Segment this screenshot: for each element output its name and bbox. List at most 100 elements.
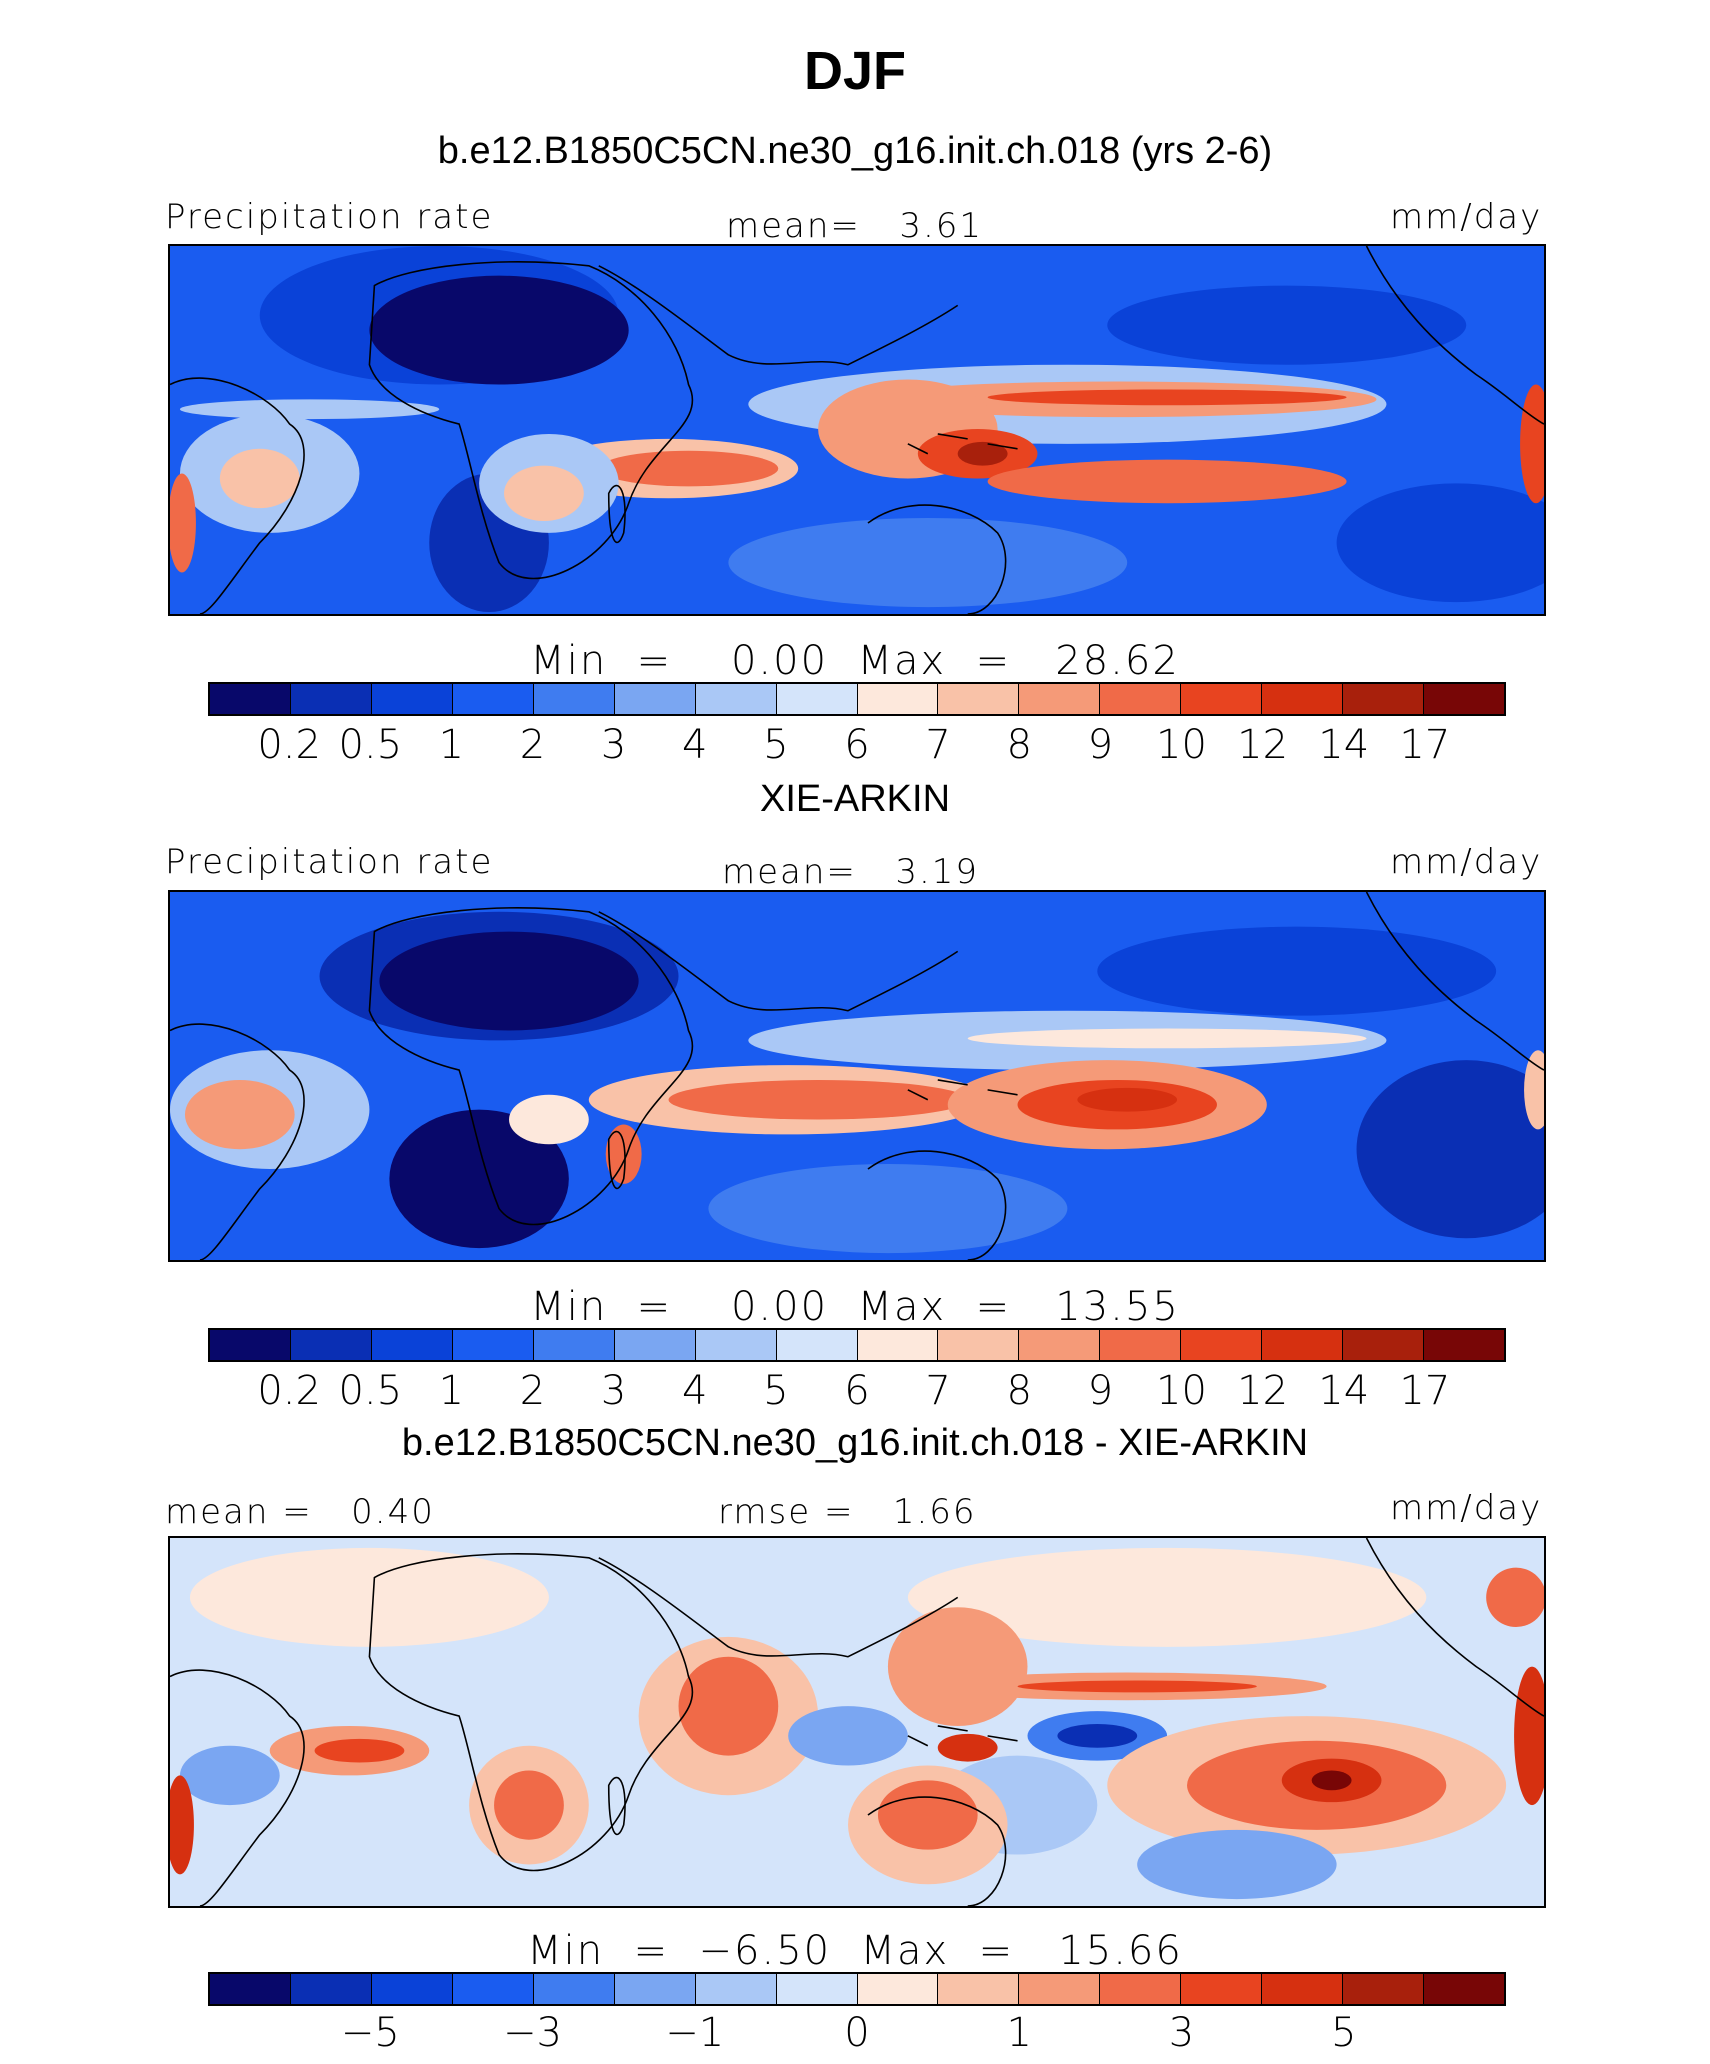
colorbar-bin [371, 1974, 453, 2004]
panel-3-min-max: Min = −6.50 Max = 15.66 [527, 1928, 1183, 1974]
panel-1-units-label: mm/day [1390, 197, 1543, 237]
colorbar-tick-label: 9 [1087, 722, 1114, 768]
colorbar-tick-label: 12 [1237, 722, 1289, 768]
colorbar-bin [695, 1974, 777, 2004]
panel-2-variable-label: Precipitation rate [165, 842, 494, 882]
colorbar-tick-label: 5 [763, 722, 789, 768]
colorbar-tick-label: −3 [503, 2010, 562, 2056]
colorbar-tick-label: 10 [1156, 722, 1207, 768]
colorbar-bin [210, 1330, 291, 1360]
panel-2-colorbar [208, 1328, 1506, 1362]
colorbar-bin [938, 1330, 1020, 1360]
colorbar-bin [1181, 1974, 1263, 2004]
colorbar-bin [776, 1974, 858, 2004]
panel-1-map [168, 244, 1546, 616]
panel-3-rmse-label: rmse = 1.66 [718, 1492, 977, 1532]
colorbar-tick-label: 0.2 [257, 722, 321, 768]
panel-3-colorbar-ticks: −5 −3 −1 0 1 3 5 [208, 2010, 1506, 2056]
colorbar-tick-label: 0 [844, 2010, 870, 2056]
colorbar-tick-label: 2 [519, 722, 546, 768]
colorbar-bin [533, 1330, 615, 1360]
colorbar-bin [210, 684, 291, 714]
panel-2-title: XIE-ARKIN [759, 778, 951, 820]
colorbar-bin [1100, 684, 1182, 714]
colorbar-tick-label: 8 [1006, 1368, 1032, 1414]
panel-1-colorbar-ticks: 0.2 0.5 1 2 3 4 5 6 7 8 9 10 12 14 17 [208, 722, 1506, 768]
colorbar-bin [1181, 684, 1263, 714]
colorbar-bin [452, 684, 534, 714]
colorbar-bin [614, 684, 696, 714]
colorbar-tick-label: 6 [844, 722, 870, 768]
panel-2-min-max: Min = 0.00 Max = 13.55 [530, 1284, 1180, 1330]
colorbar-bin [290, 684, 372, 714]
colorbar-tick-label: −5 [340, 2010, 400, 2056]
panel-3-map [168, 1536, 1546, 1908]
colorbar-tick-label: 1 [438, 1368, 465, 1414]
colorbar-bin [1262, 1330, 1344, 1360]
colorbar-tick-label: 1 [438, 722, 465, 768]
colorbar-bin [1343, 1974, 1425, 2004]
colorbar-bin [695, 1330, 777, 1360]
colorbar-bin [533, 1974, 615, 2004]
colorbar-tick-label: 0.5 [338, 1368, 403, 1414]
colorbar-bin [371, 684, 453, 714]
colorbar-bin [1424, 1330, 1504, 1360]
panel-3-units-label: mm/day [1390, 1488, 1543, 1528]
colorbar-bin [614, 1974, 696, 2004]
colorbar-bin [1019, 1974, 1101, 2004]
colorbar-tick-label: 3 [600, 1368, 627, 1414]
colorbar-bin [1343, 684, 1425, 714]
panel-3-title: b.e12.B1850C5CN.ne30_g16.init.ch.018 - X… [401, 1422, 1309, 1464]
colorbar-tick-label: 4 [682, 1368, 708, 1414]
colorbar-tick-label: 17 [1399, 722, 1451, 768]
panel-2-mean-label: mean= 3.19 [722, 852, 980, 892]
colorbar-bin [857, 1974, 939, 2004]
colorbar-bin [1181, 1330, 1263, 1360]
colorbar-tick-label: 5 [763, 1368, 789, 1414]
colorbar-bin [371, 1330, 453, 1360]
colorbar-bin [1019, 1330, 1101, 1360]
colorbar-bin [1100, 1974, 1182, 2004]
colorbar-bin [857, 684, 939, 714]
panel-1-min-max: Min = 0.00 Max = 28.62 [530, 638, 1180, 684]
colorbar-tick-label: 3 [600, 722, 627, 768]
panel-3-mean-label: mean = 0.40 [165, 1492, 435, 1532]
colorbar-tick-label: 12 [1237, 1368, 1289, 1414]
colorbar-bin [1262, 684, 1344, 714]
panel-1-field [170, 246, 1544, 614]
colorbar-tick-label: −1 [665, 2010, 725, 2056]
colorbar-tick-label: 5 [1331, 2010, 1357, 2056]
colorbar-bin [1019, 684, 1101, 714]
colorbar-bin [1424, 1974, 1504, 2004]
figure-title: DJF [803, 41, 906, 101]
colorbar-bin [1343, 1330, 1425, 1360]
colorbar-tick-label: 14 [1318, 1368, 1370, 1414]
colorbar-bin [614, 1330, 696, 1360]
colorbar-bin [533, 684, 615, 714]
colorbar-tick-label: 6 [844, 1368, 870, 1414]
panel-2-colorbar-ticks: 0.2 0.5 1 2 3 4 5 6 7 8 9 10 12 14 17 [208, 1368, 1506, 1414]
panel-3-colorbar [208, 1972, 1506, 2006]
colorbar-tick-label: 8 [1006, 722, 1032, 768]
colorbar-bin [290, 1974, 372, 2004]
colorbar-tick-label: 10 [1156, 1368, 1207, 1414]
colorbar-tick-label: 1 [1006, 2010, 1032, 2056]
colorbar-tick-label: 17 [1399, 1368, 1451, 1414]
colorbar-bin [210, 1974, 291, 2004]
colorbar-bin [290, 1330, 372, 1360]
colorbar-bin [1100, 1330, 1182, 1360]
panel-2-map [168, 890, 1546, 1262]
colorbar-tick-label: 7 [925, 722, 951, 768]
colorbar-bin [938, 1974, 1020, 2004]
colorbar-tick-label: 0.2 [257, 1368, 321, 1414]
panel-1-title: b.e12.B1850C5CN.ne30_g16.init.ch.018 (yr… [437, 130, 1273, 172]
colorbar-bin [695, 684, 777, 714]
panel-2-units-label: mm/day [1390, 842, 1543, 882]
panel-1-colorbar [208, 682, 1506, 716]
colorbar-bin [452, 1330, 534, 1360]
colorbar-tick-label: 14 [1318, 722, 1370, 768]
colorbar-bin [776, 684, 858, 714]
panel-1-mean-label: mean= 3.61 [726, 206, 984, 246]
panel-2-field [170, 892, 1544, 1260]
panel-3-field [170, 1538, 1544, 1906]
